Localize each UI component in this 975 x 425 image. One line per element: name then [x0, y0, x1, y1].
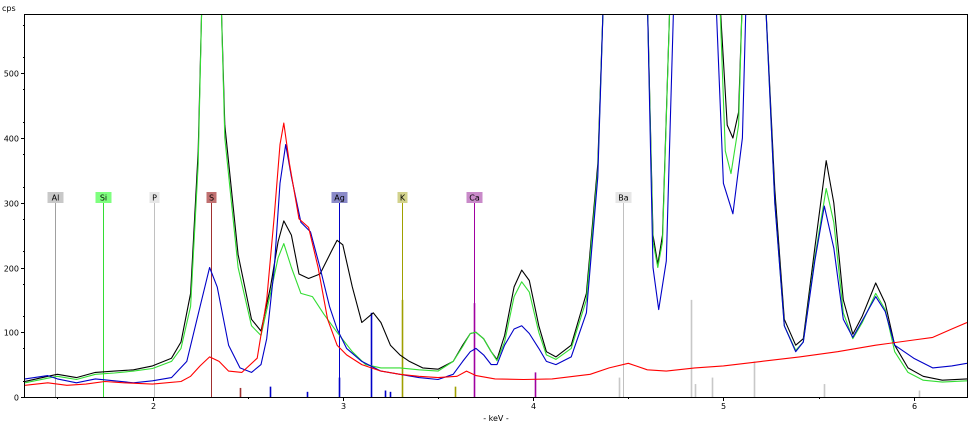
element-badge-ba [615, 192, 632, 203]
x-tick-label-5: 5 [721, 402, 726, 411]
element-badge-ag [331, 192, 348, 203]
y-tick-label-100: 100 [4, 329, 19, 338]
element-badge-s [206, 192, 217, 203]
element-label-k: K [400, 194, 406, 203]
y-tick-label-0: 0 [14, 394, 19, 403]
element-badge-si [95, 192, 112, 203]
element-label-si: Si [100, 194, 107, 203]
axes: 0 100 200 300 400 500 2 3 4 5 6 [4, 25, 917, 411]
y-tick-label-500: 500 [4, 70, 19, 79]
x-tick-label-3: 3 [341, 402, 346, 411]
element-badge-ca [466, 192, 483, 203]
element-label-ca: Ca [469, 194, 480, 203]
element-label-ag: Ag [334, 194, 345, 203]
element-label-p: P [152, 194, 157, 203]
element-label-s: S [209, 194, 214, 203]
series-group [25, 15, 967, 386]
y-tick-label-300: 300 [4, 200, 19, 209]
y-tick-label-400: 400 [4, 135, 19, 144]
series-line-3 [25, 122, 967, 386]
y-tick-label-200: 200 [4, 265, 19, 274]
element-label-ba: Ba [618, 194, 628, 203]
x-tick-label-2: 2 [151, 402, 156, 411]
element-badge-k [397, 192, 408, 203]
plot-frame [24, 14, 968, 398]
element-label-al: Al [52, 194, 60, 203]
element-badge-p [149, 192, 160, 203]
x-tick-label-6: 6 [912, 402, 917, 411]
series-line-2 [25, 15, 967, 384]
element-badge-al [47, 192, 64, 203]
y-axis-title: cps [2, 4, 16, 13]
x-axis-title: - keV - [483, 414, 509, 423]
x-tick-label-4: 4 [531, 402, 536, 411]
